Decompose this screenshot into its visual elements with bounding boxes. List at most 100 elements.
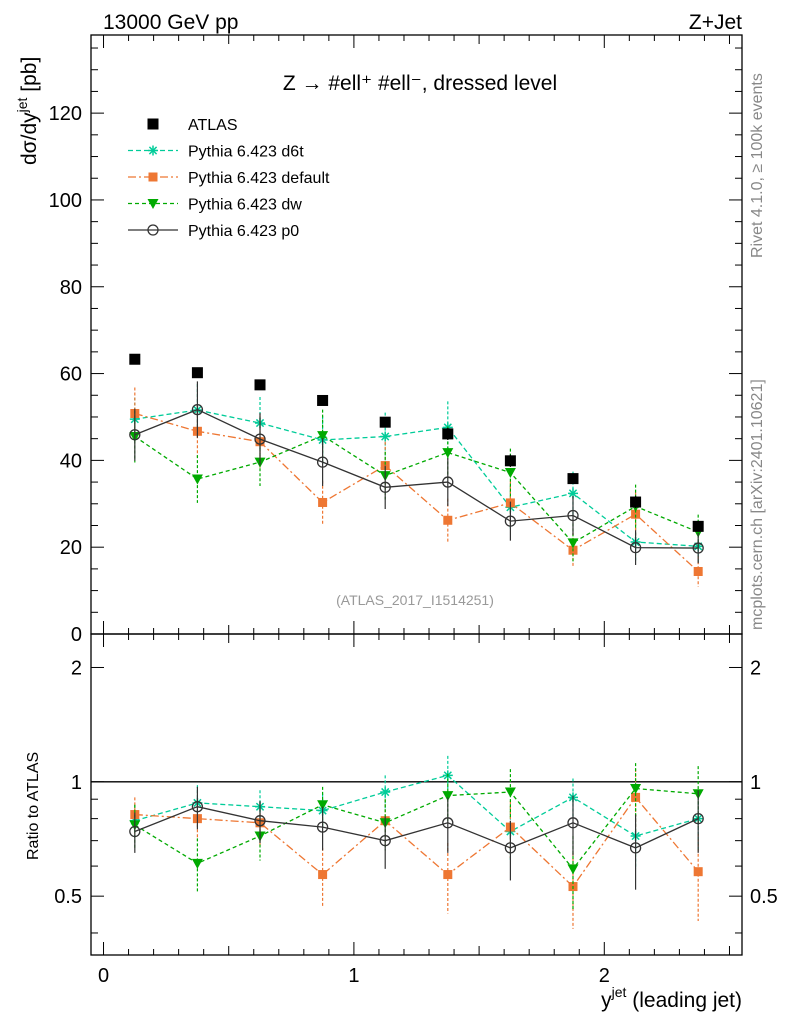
legend-marker (148, 145, 158, 156)
x-axis-label: yjet (leading jet) (601, 984, 742, 1012)
ratio-point (504, 842, 517, 854)
ratio-series-pythia-6-423-p0 (129, 786, 704, 890)
ratio-point (316, 821, 329, 833)
ratio-line (134, 787, 699, 870)
data-point (191, 367, 203, 379)
ratio-point (318, 870, 328, 880)
data-point (504, 468, 516, 479)
y-axis-label-unit: [pb] (18, 57, 41, 98)
ratio-point (442, 817, 454, 829)
ratio-point (693, 867, 703, 877)
ratio-series-pythia-6-423-dw (129, 763, 704, 910)
y-tick-label: 80 (60, 277, 82, 299)
y-tick-label: 120 (49, 103, 82, 125)
ratio-point (129, 825, 141, 838)
data-point (629, 541, 642, 554)
series-pythia-6-423-default (130, 387, 703, 587)
ratio-point (380, 787, 391, 798)
process-label: Z+Jet (689, 11, 742, 34)
ratio-point (692, 812, 704, 825)
data-point (442, 476, 454, 488)
ratio-panel-frame (90, 633, 743, 956)
legend-item-pythia-6-423-default: Pythia 6.423 default (128, 170, 330, 187)
data-point (379, 481, 391, 493)
y-tick-label: 20 (60, 537, 82, 559)
ratio-line (134, 806, 699, 849)
legend-item-atlas: ATLAS (147, 117, 238, 134)
data-point (317, 394, 329, 406)
ratio-point (631, 792, 641, 802)
x-tick-label: 0 (98, 965, 109, 987)
ratio-point (254, 815, 266, 827)
energy-label: 13000 GeV pp (103, 11, 238, 34)
data-point-stroke (381, 432, 390, 441)
ratio-y-tick-label-right: 1 (750, 772, 761, 794)
legend-label: ATLAS (188, 117, 238, 134)
x-axis-label-main: y (601, 989, 612, 1012)
ratio-point-stroke (381, 787, 390, 797)
ratio-line (134, 774, 699, 837)
data-point (442, 428, 454, 440)
mcplots-label: mcplots.cern.ch [arXiv:2401.10621] (749, 379, 766, 630)
data-point (567, 509, 579, 522)
y-tick-label: 0 (71, 624, 82, 646)
legend-label: Pythia 6.423 dw (188, 197, 302, 214)
data-point (380, 431, 391, 442)
data-point (254, 433, 266, 445)
legend-marker (147, 199, 159, 209)
analysis-label: (ATLAS_2017_I1514251) (336, 592, 494, 608)
ratio-point (630, 784, 642, 795)
y-axis-label: dσ/dyjet [pb] (14, 57, 41, 165)
data-point (442, 448, 454, 459)
data-point (191, 403, 204, 416)
ratio-point (317, 800, 329, 811)
series-line (134, 408, 699, 549)
data-point (316, 456, 329, 468)
x-axis-label-sup: jet (611, 984, 627, 1000)
y-tick-label: 60 (60, 364, 82, 386)
data-point (630, 496, 642, 508)
series-line (134, 434, 699, 544)
ratio-y-tick-label: 0.5 (54, 886, 82, 908)
data-point (318, 497, 328, 507)
ratio-point (504, 787, 516, 798)
data-point (693, 566, 703, 576)
ratio-y-tick-label: 2 (71, 657, 82, 679)
ratio-point (629, 842, 642, 854)
ratio-point (442, 791, 454, 802)
x-tick-label: 2 (599, 965, 610, 987)
data-point (631, 509, 641, 519)
data-point (129, 353, 141, 365)
legend-marker-stroke (148, 146, 158, 155)
rivet-label: Rivet 4.1.0, ≥ 100k events (749, 73, 766, 258)
data-point (379, 416, 391, 428)
data-point (191, 474, 203, 485)
y-tick-label: 40 (60, 450, 82, 472)
legend-marker (147, 224, 159, 236)
data-point-stroke (568, 489, 578, 498)
legend-label: Pythia 6.423 d6t (188, 144, 304, 161)
legend-label: Pythia 6.423 p0 (188, 223, 299, 240)
data-point (443, 515, 453, 525)
data-point (317, 431, 329, 442)
series-atlas (129, 353, 704, 532)
y-axis-label-main: dσ/dy (18, 112, 41, 165)
data-point (504, 515, 517, 527)
series-line (134, 409, 699, 547)
ratio-y-tick-label-right: 2 (750, 657, 761, 679)
series-line (134, 412, 699, 572)
series-pythia-6-423-p0 (129, 381, 704, 565)
y-tick-label: 100 (49, 190, 82, 212)
data-point (692, 520, 704, 532)
legend-marker (148, 172, 158, 182)
plot-title: Z → #ell⁺ #ell⁻, dressed level (283, 72, 557, 95)
legend: ATLAS Pythia 6.423 d6t Pythia 6.423 defaul… (128, 117, 330, 240)
data-point (129, 429, 141, 441)
legend-marker (147, 118, 159, 130)
ratio-point (567, 817, 579, 829)
data-layer (129, 353, 704, 929)
ratio-series-pythia-6-423-d6t (129, 755, 704, 869)
ratio-axis-label: Ratio to ATLAS (25, 752, 42, 860)
ratio-point (191, 801, 204, 813)
